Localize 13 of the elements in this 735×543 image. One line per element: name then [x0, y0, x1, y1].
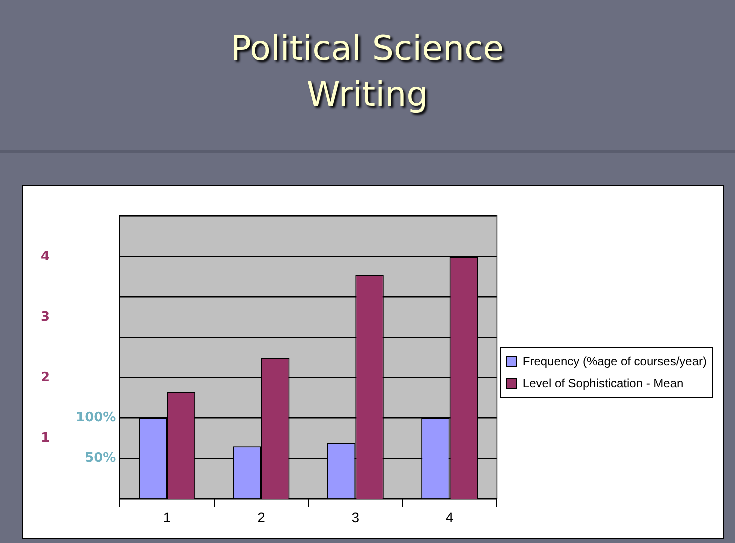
y2-tick-label: 4	[41, 250, 50, 265]
y-tick-label: 50%	[85, 451, 116, 466]
x-tick-label: 4	[446, 509, 454, 526]
legend-label: Level of Sophistication - Mean	[522, 376, 684, 390]
y2-tick-label: 1	[41, 431, 50, 446]
y2-tick-label: 2	[41, 370, 50, 386]
x-tick-label: 3	[352, 509, 360, 526]
legend-label: Frequency (%age of courses/year)	[522, 354, 708, 368]
y2-tick-label: 3	[41, 310, 50, 326]
x-tick-label: 2	[258, 509, 266, 526]
y-tick-label: 100%	[76, 410, 116, 426]
chart-title: Political Science Writing	[230, 28, 506, 117]
x-tick-label: 1	[163, 509, 172, 526]
